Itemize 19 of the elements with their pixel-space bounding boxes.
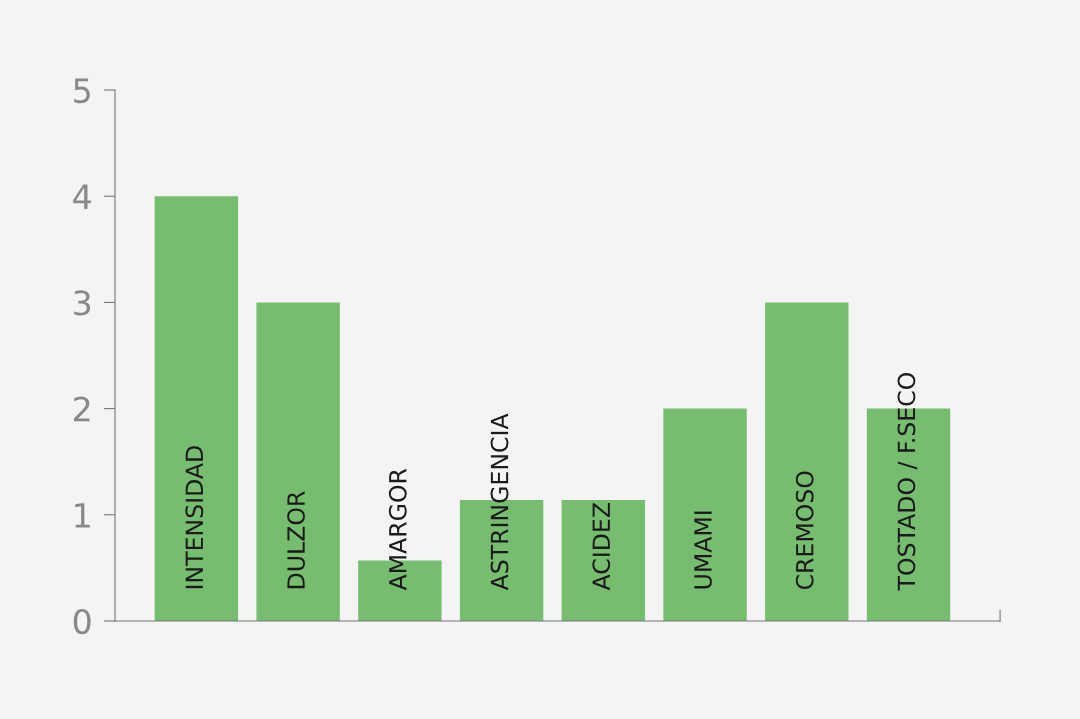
bar — [256, 302, 340, 621]
x-tick-label: UMAMI — [694, 511, 712, 589]
y-tick-label: 1 — [75, 503, 90, 528]
bar — [663, 408, 747, 621]
x-tick-label: AMARGOR — [388, 468, 407, 591]
y-tick-label: 4 — [73, 184, 91, 209]
bar — [154, 196, 239, 621]
x-tick-label: DULZOR — [287, 491, 305, 589]
x-tick-label: ACIDEZ — [592, 503, 611, 591]
y-tick-label: 5 — [74, 78, 90, 104]
x-tick-label: ASTRINGENCIA — [490, 413, 509, 591]
x-tick-label: CREMOSO — [795, 471, 814, 590]
y-tick-label: 2 — [74, 396, 90, 422]
x-tick-label: INTENSIDAD — [185, 446, 204, 589]
y-tick-label: 0 — [73, 608, 91, 635]
y-tick-label: 3 — [74, 290, 91, 316]
bar — [765, 302, 849, 621]
x-tick-label: TOSTADO / F.SECO — [897, 373, 918, 591]
bar — [561, 499, 646, 621]
